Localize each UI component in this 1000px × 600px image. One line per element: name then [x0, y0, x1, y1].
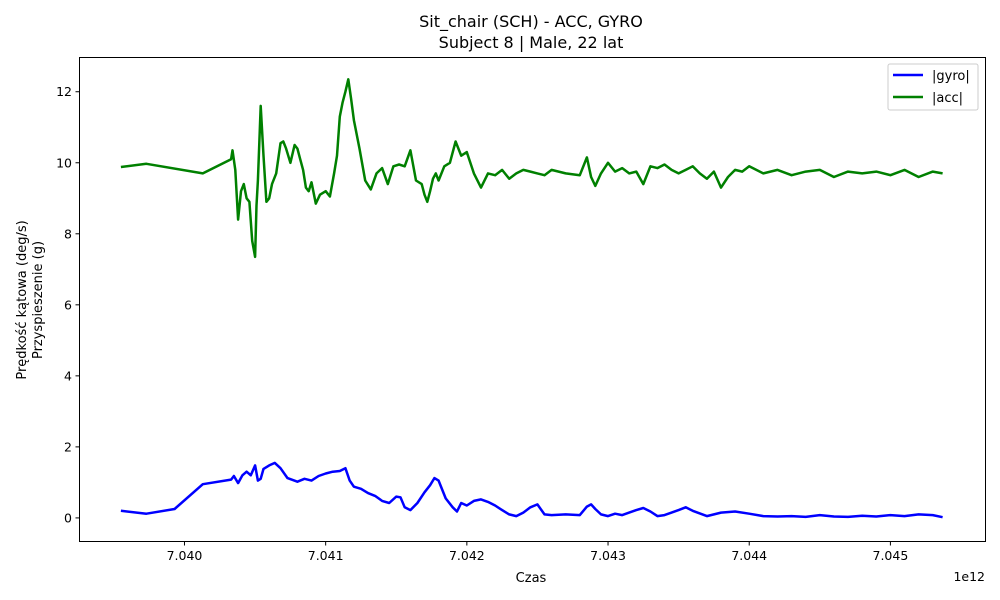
x-tick-label: 7.040	[167, 548, 203, 563]
y-tick-label: 8	[64, 226, 72, 241]
chart-title: Sit_chair (SCH) - ACC, GYRO	[419, 12, 643, 32]
y-tick-label: 6	[64, 297, 72, 312]
x-axis-offset-label: 1e12	[953, 569, 985, 584]
series-layer	[120, 78, 943, 519]
x-tick-label: 7.041	[308, 548, 344, 563]
legend-label-acc: |acc|	[932, 91, 963, 106]
y-axis-label-line1: Prędkość kątowa (deg/s)	[15, 220, 30, 379]
legend: |gyro| |acc|	[887, 63, 979, 111]
series-line-acc	[120, 78, 943, 259]
legend-label-gyro: |gyro|	[932, 69, 970, 84]
series-line-gyro	[120, 461, 943, 519]
y-tick-label: 12	[56, 84, 72, 99]
tick-layer: 7.040 7.041 7.042 7.043 7.044 7.045 0 2 4 6 8 10 12	[56, 84, 908, 563]
chart-subtitle: Subject 8 | Male, 22 lat	[439, 33, 624, 52]
y-tick-label: 2	[64, 439, 72, 454]
y-tick-label: 0	[64, 510, 72, 525]
plot-area-frame	[79, 57, 986, 542]
y-axis-label-line2: Przyspieszenie (g)	[31, 241, 46, 359]
x-tick-label: 7.043	[590, 548, 626, 563]
y-tick-label: 10	[56, 155, 72, 170]
y-tick-label: 4	[64, 368, 72, 383]
x-tick-label: 7.042	[449, 548, 485, 563]
x-tick-label: 7.045	[873, 548, 909, 563]
x-tick-label: 7.044	[731, 548, 767, 563]
x-axis-label: Czas	[516, 571, 547, 586]
